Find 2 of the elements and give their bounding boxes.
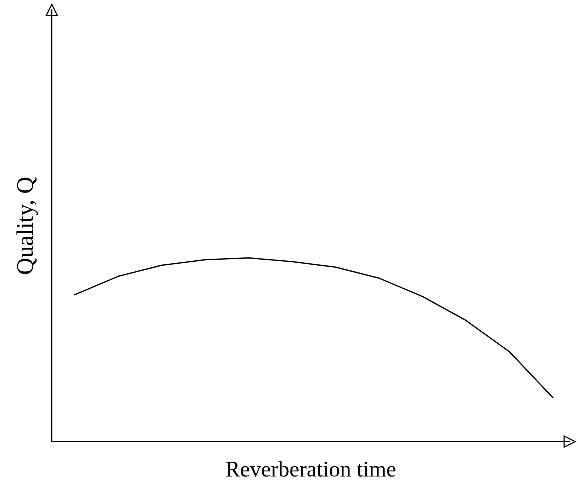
- y-axis-title: Quality, Q: [16, 177, 38, 274]
- x-axis-title: Reverberation time: [226, 461, 396, 477]
